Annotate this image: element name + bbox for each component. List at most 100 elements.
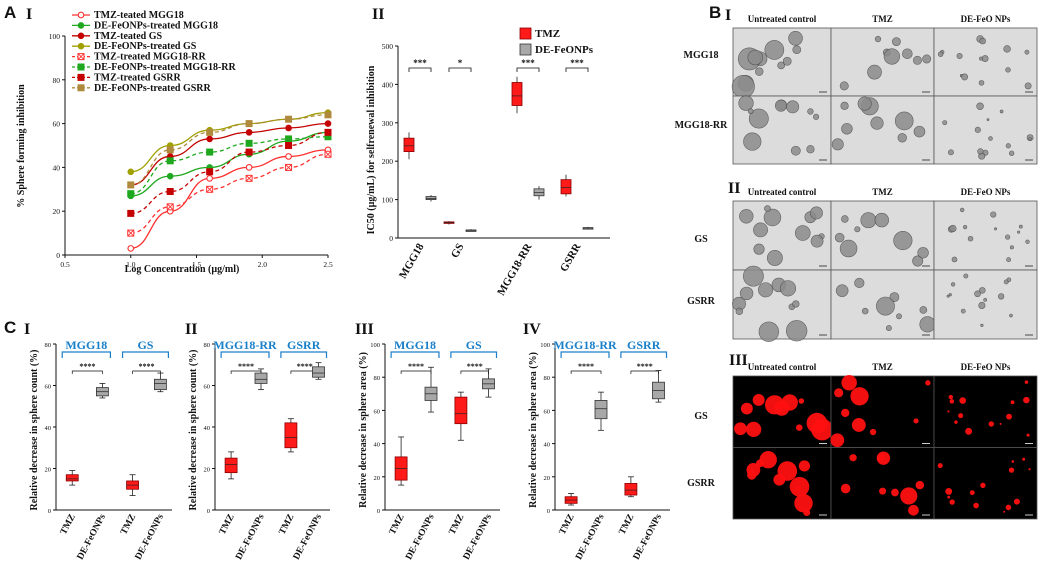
- fluorescent-sphere: [830, 433, 845, 448]
- fluorescent-sphere: [1013, 498, 1020, 505]
- c-sig-label: ****: [79, 362, 95, 371]
- fluorescent-sphere: [752, 393, 765, 406]
- c-category-label: TMZ: [59, 513, 78, 537]
- b-column-header: Untreated control: [748, 14, 817, 24]
- a-ii-ytick-label: 0: [389, 234, 393, 243]
- sphere-cluster: [919, 316, 936, 333]
- fluorescent-sphere: [1006, 413, 1012, 420]
- panel-b-micrographs: B I II III Untreated control TMZ DE-FeO NP…: [675, 3, 1038, 520]
- a-ii-sig-bracket: [408, 67, 432, 72]
- sphere-cluster: [896, 313, 902, 320]
- fluorescent-sphere: [973, 502, 979, 509]
- c-ytick-label: 80: [45, 342, 52, 349]
- a-ii-legend-fe: DE-FeONPs: [535, 44, 594, 56]
- c-group-label: GS: [466, 338, 482, 352]
- sphere-cluster: [949, 224, 957, 233]
- c-ytick-label: 80: [204, 342, 211, 349]
- b-column-header: TMZ: [872, 187, 893, 197]
- a-i-data-point: [166, 146, 174, 154]
- c-group-bracket: [280, 351, 328, 358]
- panel-a-ii-numeral: II: [372, 6, 384, 23]
- fluorescent-sphere: [798, 398, 805, 404]
- sphere-cluster: [912, 255, 924, 267]
- a-i-legend-entry: TMZ-teated GS: [94, 31, 162, 42]
- b-micrograph-image: [732, 265, 832, 342]
- b-row-label: GSRR: [687, 296, 716, 307]
- sphere-cluster: [764, 40, 785, 60]
- c-group-bracket: [61, 351, 111, 358]
- sphere-cluster: [889, 292, 900, 303]
- c-category-label: DE-FeONPs: [76, 512, 109, 561]
- a-i-data-point: [285, 163, 293, 171]
- a-ii-box: [403, 137, 415, 153]
- c-ytick-label: 20: [45, 467, 52, 474]
- a-i-legend-entry: TMZ-treated GSRR: [94, 72, 182, 83]
- fluorescent-sphere: [1005, 504, 1012, 511]
- a-i-series-line: [130, 131, 329, 215]
- sphere-cluster: [1018, 224, 1023, 229]
- b-micrograph-image: [933, 269, 1038, 340]
- sphere-cluster: [1028, 137, 1032, 141]
- a-ii-ytick-label: 500: [382, 42, 394, 51]
- c-category-label: DE-FeONPs: [574, 512, 607, 561]
- sphere-cluster: [807, 108, 814, 115]
- a-i-ytick-label: 0: [56, 251, 60, 260]
- sphere-cluster: [913, 125, 926, 138]
- fluorescent-sphere: [959, 397, 967, 404]
- c-category-label: TMZ: [448, 513, 467, 537]
- a-ii-ytick-label: 200: [382, 157, 394, 166]
- fluorescent-sphere: [798, 460, 810, 472]
- fluorescent-sphere: [945, 487, 953, 495]
- fluorescent-sphere: [734, 422, 747, 436]
- a-i-data-point: [127, 209, 135, 217]
- b-column-header: DE-FeO NPs: [961, 14, 1011, 24]
- fluorescent-sphere: [1026, 433, 1030, 437]
- c-sig-bracket: [400, 370, 432, 374]
- sphere-cluster: [1009, 313, 1013, 318]
- fluorescent-sphere: [746, 463, 761, 477]
- sphere-cluster: [870, 116, 884, 130]
- fluorescent-sphere: [869, 428, 877, 436]
- c-ytick-label: 80: [374, 375, 381, 382]
- a-i-ytick-label: 100: [49, 32, 61, 41]
- fluorescent-sphere: [949, 499, 955, 505]
- sphere-cluster: [978, 301, 986, 309]
- sphere-cluster: [753, 222, 768, 238]
- a-i-data-point: [166, 187, 174, 195]
- c-ii-ylabel: Relative decrease in sphere count (%): [188, 350, 199, 511]
- a-ii-ytick-label: 400: [382, 80, 394, 89]
- sphere-cluster: [917, 247, 929, 259]
- a-i-data-point: [166, 203, 174, 211]
- fluorescent-sphere: [999, 422, 1002, 425]
- b-column-header: TMZ: [872, 14, 893, 24]
- sphere-cluster: [739, 286, 754, 301]
- a-i-legend-entry: DE-FeONPs-treated MGG18: [94, 20, 218, 31]
- c-ytick-label: 40: [374, 442, 381, 449]
- sphere-cluster: [792, 300, 800, 308]
- c-sig-label: ****: [138, 362, 154, 371]
- c-ytick-label: 20: [204, 467, 211, 474]
- c-ytick-label: 20: [544, 475, 551, 482]
- a-ii-ytick-label: 100: [382, 196, 394, 205]
- a-i-data-point: [127, 168, 135, 176]
- c-box: [224, 457, 238, 474]
- a-i-legend-marker: [77, 11, 85, 19]
- c-sig-bracket: [132, 370, 161, 374]
- c-box: [454, 396, 468, 425]
- c-group-bracket: [220, 351, 270, 358]
- fluorescent-sphere: [765, 395, 785, 415]
- b-micrograph-image: [933, 95, 1038, 165]
- sphere-cluster: [1005, 234, 1011, 240]
- b-fluorescence-image: [732, 375, 833, 448]
- a-i-axes: 0 20 40 60 80 100 0.5 1.0 1.5 2.0 2.5: [49, 32, 333, 269]
- a-i-legend-marker: [77, 53, 85, 61]
- sphere-cluster: [961, 73, 969, 81]
- panel-c-iv-numeral: IV: [523, 321, 541, 338]
- c-category-label: TMZ: [388, 513, 407, 537]
- panel-c-iii-numeral: III: [355, 321, 374, 338]
- fluorescent-sphere: [969, 490, 975, 496]
- sphere-cluster: [860, 212, 877, 229]
